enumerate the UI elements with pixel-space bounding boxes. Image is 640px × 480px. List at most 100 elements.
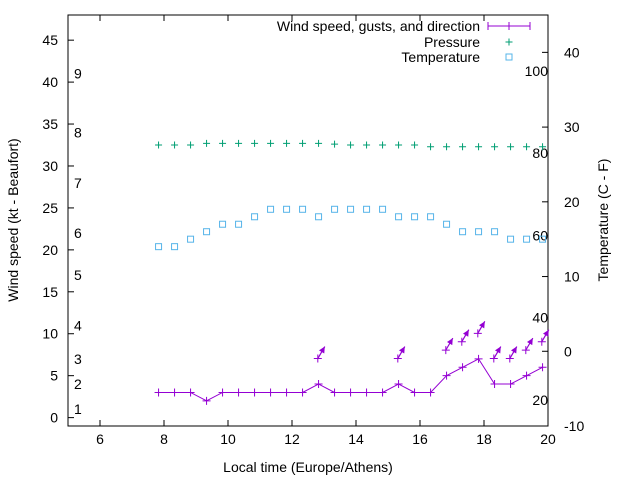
gust-arrow-head [398, 346, 405, 354]
temperature-point [315, 213, 323, 221]
temperature-point [459, 228, 467, 236]
wind-speed-point [426, 388, 435, 397]
temperature-point [203, 228, 211, 236]
gust-arrow-head [510, 346, 517, 354]
fahrenheit-scale-label: 100 [525, 63, 549, 79]
wind-speed-point [234, 388, 243, 397]
pressure-point [411, 141, 419, 149]
pressure-point [395, 141, 403, 149]
y-tick-label: 10 [42, 326, 58, 342]
y-tick-label: 20 [42, 242, 58, 258]
pressure-point [523, 143, 531, 151]
wind-speed-point [266, 388, 275, 397]
fahrenheit-scale-label: 80 [532, 145, 548, 161]
wind-speed-point [298, 388, 307, 397]
y-tick-label: 45 [42, 32, 58, 48]
pressure-point [315, 139, 323, 147]
temperature-point [507, 235, 515, 243]
legend: Wind speed, gusts, and direction Pressur… [277, 18, 531, 65]
wind-speed-point [218, 388, 227, 397]
temperature-point [395, 213, 403, 221]
pressure-point [155, 141, 163, 149]
y-axis-title: Wind speed (kt - Beaufort) [5, 138, 21, 301]
gust-point [537, 337, 546, 346]
y-tick-label: 5 [50, 368, 58, 384]
temperature-point [427, 213, 435, 221]
pressure-point [267, 139, 275, 147]
y2-tick-label: 20 [564, 194, 580, 210]
legend-swatch-pressure [505, 38, 513, 46]
temperature-point [283, 205, 291, 213]
gust-arrow-head [462, 329, 469, 337]
gust-arrow-head [494, 346, 501, 354]
gust-arrow [393, 346, 406, 363]
gust-point [457, 337, 466, 346]
y2-tick-label: 40 [564, 44, 580, 60]
y2-tick-label: 0 [564, 343, 572, 359]
wind-speed-point [186, 388, 195, 397]
gust-arrow-head [478, 321, 485, 329]
gust-arrow [457, 329, 470, 346]
pressure-point [219, 139, 227, 147]
pressure-point [299, 139, 307, 147]
wind-speed-point [506, 380, 515, 389]
beaufort-scale-label: 2 [74, 376, 82, 392]
wind-speed-point [522, 371, 531, 380]
temperature-point [443, 220, 451, 228]
temperature-point [379, 205, 387, 213]
x-tick-label: 16 [412, 431, 428, 447]
wind-speed-point [410, 388, 419, 397]
temperature-point [523, 235, 531, 243]
y2-tick-label: -10 [564, 418, 584, 434]
wind-speed-point [362, 388, 371, 397]
x-tick-label: 10 [220, 431, 236, 447]
temperature-point [411, 213, 419, 221]
gust-arrow-head [526, 338, 533, 346]
gust-arrow [521, 337, 534, 355]
temperature-point [539, 235, 547, 243]
pressure-point [331, 140, 339, 148]
fahrenheit-scale-label: 60 [532, 227, 548, 243]
wind-speed-point [202, 396, 211, 405]
beaufort-scale-label: 4 [74, 317, 82, 333]
legend-label-pressure: Pressure [424, 34, 480, 50]
temperature-point [491, 228, 499, 236]
beaufort-scale-label: 8 [74, 124, 82, 140]
pressure-point [427, 143, 435, 151]
x-tick-label: 6 [96, 431, 104, 447]
wind-speed-point [458, 363, 467, 372]
temperature-point [347, 205, 355, 213]
pressure-point [443, 143, 451, 151]
pressure-point [187, 141, 195, 149]
x-tick-label: 18 [476, 431, 492, 447]
wind-speed-point [490, 380, 499, 389]
pressure-point [539, 143, 547, 151]
temperature-point [235, 220, 243, 228]
gust-arrow [505, 346, 518, 363]
y-tick-label: 40 [42, 74, 58, 90]
beaufort-scale-label: 7 [74, 175, 82, 191]
gust-arrow [441, 337, 454, 355]
fahrenheit-scale-label: 40 [532, 310, 548, 326]
pressure-point [491, 143, 499, 151]
temperature-point [363, 205, 371, 213]
wind-speed-point [538, 363, 547, 372]
wind-speed-point [394, 380, 403, 389]
gust-arrow-head [318, 346, 325, 354]
gust-point [473, 329, 482, 338]
gust-arrow [473, 321, 486, 338]
pressure-point [347, 141, 355, 149]
pressure-point [251, 139, 259, 147]
temperature-point [171, 243, 179, 251]
legend-swatch-wind-mark [505, 22, 513, 30]
temperature-point [299, 205, 307, 213]
wind-speed-point [378, 388, 387, 397]
x-tick-label: 14 [348, 431, 364, 447]
legend-label-temperature: Temperature [401, 49, 480, 65]
beaufort-scale-label: 1 [74, 401, 82, 417]
wind-speed-point [282, 388, 291, 397]
gust-arrow [313, 346, 326, 363]
wind-speed-point [154, 388, 163, 397]
y2-axis-title: Temperature (C - F) [595, 159, 611, 282]
